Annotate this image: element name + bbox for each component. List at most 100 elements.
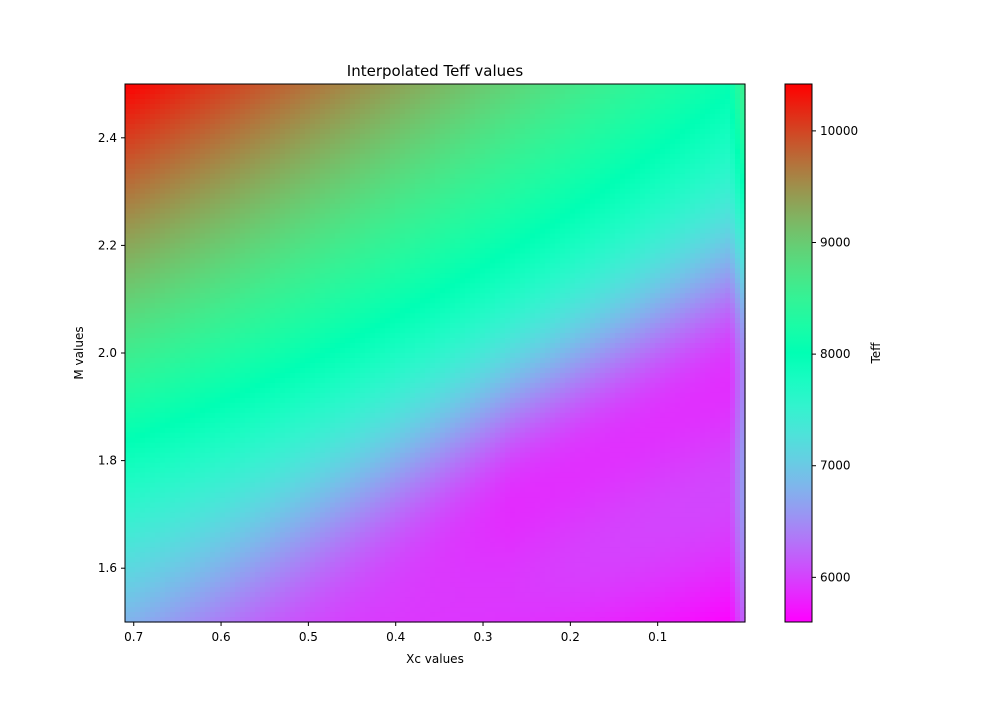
heatmap-cell [285,308,291,314]
heatmap-cell [240,487,246,494]
heatmap-cell [215,208,221,215]
heatmap-cell [130,258,136,264]
heatmap-cell [305,118,311,125]
heatmap-cell [200,208,206,215]
heatmap-cell [235,587,241,593]
heatmap-cell [235,203,241,210]
heatmap-cell [285,283,291,289]
heatmap-cell [335,233,341,240]
heatmap-cell [150,517,156,523]
heatmap-cell [190,318,196,324]
heatmap-cell [255,318,261,324]
heatmap-cell [240,617,246,623]
heatmap-cell [305,333,311,339]
heatmap-cell [260,462,266,469]
heatmap-cell [310,353,316,359]
heatmap-cell [200,328,206,334]
heatmap-cell [200,243,206,249]
heatmap-cell [285,582,291,588]
heatmap-cell [315,542,321,548]
heatmap-cell [180,612,186,618]
heatmap-cell [175,308,181,314]
heatmap-cell [315,283,321,289]
heatmap-cell [325,293,331,299]
heatmap-cell [335,323,341,329]
heatmap-cell [150,562,156,568]
heatmap-cell [135,392,141,399]
heatmap-cell [150,103,156,110]
heatmap-cell [345,243,351,249]
heatmap-cell [335,103,341,110]
heatmap-cell [180,278,186,284]
heatmap-cell [205,357,211,364]
heatmap-cell [160,462,166,469]
heatmap-cell [330,84,336,90]
heatmap-cell [285,577,291,583]
heatmap-cell [240,313,246,319]
heatmap-cell [335,402,341,409]
heatmap-cell [235,178,241,185]
heatmap-cell [310,123,316,130]
heatmap-cell [335,407,341,414]
heatmap-cell [155,437,161,444]
heatmap-cell [330,592,336,598]
heatmap-cell [305,308,311,314]
heatmap-cell [300,442,306,449]
heatmap-cell [290,517,296,523]
heatmap-cell [270,278,276,284]
heatmap-cell [200,602,206,608]
heatmap-cell [160,367,166,374]
heatmap-cell [250,323,256,329]
heatmap-cell [245,153,251,160]
heatmap-cell [180,357,186,364]
heatmap-cell [130,188,136,195]
heatmap-cell [155,258,161,264]
heatmap-cell [180,592,186,598]
heatmap-cell [140,128,146,135]
heatmap-cell [260,103,266,110]
heatmap-cell [235,477,241,484]
heatmap-cell [195,108,201,115]
heatmap-cell [125,537,131,543]
heatmap-cell [185,93,191,100]
heatmap-cell [210,338,216,344]
heatmap-cell [200,128,206,135]
heatmap-cell [240,208,246,215]
heatmap-cell [340,213,346,220]
heatmap-cell [300,273,306,279]
heatmap-cell [195,387,201,394]
heatmap-cell [135,123,141,130]
heatmap-cell [340,84,346,90]
heatmap-cell [230,562,236,568]
heatmap-cell [185,402,191,409]
heatmap-cell [245,333,251,339]
heatmap-cell [135,387,141,394]
heatmap-cell [155,462,161,469]
heatmap-cell [140,343,146,349]
heatmap-cell [285,323,291,329]
heatmap-cell [305,537,311,543]
heatmap-cell [325,333,331,339]
heatmap-cell [165,402,171,409]
heatmap-cell [155,567,161,573]
heatmap-cell [210,313,216,319]
heatmap-cell [350,193,356,200]
heatmap-cell [145,108,151,115]
heatmap-cell [275,88,281,95]
heatmap-cell [330,472,336,479]
heatmap-cell [280,228,286,235]
heatmap-cell [285,412,291,419]
heatmap-cell [150,288,156,294]
heatmap-cell [145,303,151,309]
heatmap-cell [180,303,186,309]
heatmap-cell [245,353,251,359]
heatmap-cell [155,577,161,583]
heatmap-cell [125,88,131,95]
heatmap-cell [335,577,341,583]
heatmap-cell [315,437,321,444]
heatmap-cell [290,103,296,110]
heatmap-cell [175,203,181,210]
heatmap-cell [150,442,156,449]
heatmap-cell [130,348,136,354]
heatmap-cell [160,84,166,90]
